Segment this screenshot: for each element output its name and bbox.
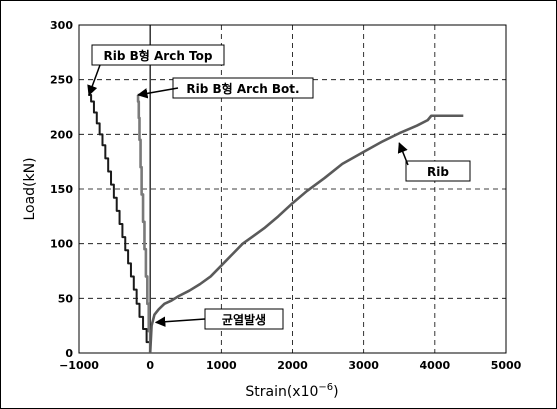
y-tick-label: 100: [50, 238, 73, 251]
series-line-3: [148, 114, 464, 354]
series-line-1: [88, 93, 152, 353]
y-tick-label: 300: [50, 19, 73, 32]
annotation-arch-bot: Rib B형 Arch Bot.: [137, 77, 314, 99]
annotation-crack-initiation-label: 균열발생: [222, 312, 266, 327]
annotation-arch-bot-box: [172, 77, 314, 99]
annotation-arch-top-arrow: [87, 64, 101, 96]
x-tick-label: 3000: [348, 359, 379, 372]
annotation-rib-label: Rib: [427, 165, 449, 179]
annotation-rib-arrow: [397, 142, 409, 166]
x-axis-label-base: Strain(x10: [245, 384, 318, 400]
x-tick-label: −1000: [59, 359, 99, 372]
tick-labels: −1000 0 1000 2000 3000 4000 500005010015020025…: [50, 19, 522, 372]
x-axis-label-superscript: −6: [318, 382, 333, 393]
x-tick-label: 2000: [277, 359, 308, 372]
x-tick-label: 1000: [206, 359, 237, 372]
annotation-rib: Rib: [397, 142, 471, 182]
annotation-arch-top-label: Rib B형 Arch Top: [104, 48, 213, 63]
x-axis-label: Strain(x10−6): [245, 382, 338, 400]
annotation-crack-initiation: 균열발생: [154, 308, 284, 330]
annotation-rib-box: [405, 160, 471, 182]
x-tick-label: 4000: [420, 359, 451, 372]
series-line-2: [136, 93, 152, 353]
annotation-arch-bot-label: Rib B형 Arch Bot.: [186, 81, 299, 96]
y-tick-label: 250: [50, 74, 73, 87]
annotation-crack-initiation-arrow: [154, 316, 206, 327]
annotation-arch-top: Rib B형 Arch Top: [87, 44, 225, 96]
y-axis-label: Load(kN): [22, 157, 38, 220]
y-tick-label: 0: [65, 347, 73, 360]
y-tick-label: 200: [50, 128, 73, 141]
x-tick-label: 5000: [491, 359, 522, 372]
y-tick-label: 50: [58, 292, 74, 305]
annotation-arch-top-box: [91, 44, 225, 66]
x-tick-label: 0: [146, 359, 154, 372]
x-axis-label-tail: ): [333, 384, 338, 400]
series-layer: [88, 93, 464, 354]
annotation-arch-bot-arrow: [137, 87, 179, 99]
y-tick-label: 150: [50, 183, 73, 196]
